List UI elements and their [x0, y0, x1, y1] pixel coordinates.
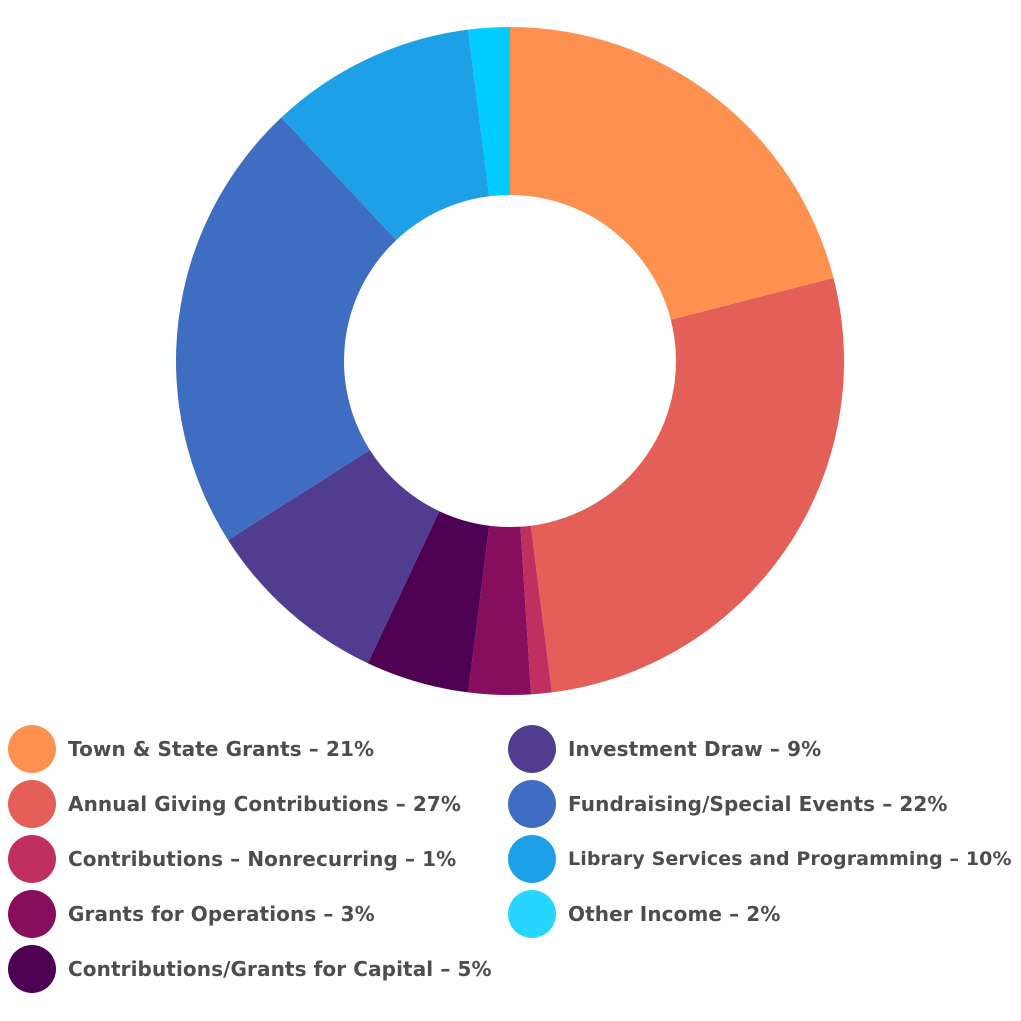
legend-label: Library Services and Programming – 10%	[568, 848, 1012, 870]
legend-label: Contributions/Grants for Capital – 5%	[68, 957, 492, 981]
legend-item-annual-giving: Annual Giving Contributions – 27%	[8, 779, 461, 829]
slice-grants-operations	[468, 525, 531, 695]
slice-contributions-capital	[367, 511, 490, 693]
legend-swatch	[8, 725, 56, 773]
legend-swatch	[8, 945, 56, 993]
legend-item-other-income: Other Income – 2%	[508, 889, 780, 939]
legend-swatch	[8, 835, 56, 883]
legend-label: Annual Giving Contributions – 27%	[68, 792, 462, 816]
slice-contributions-nonrecurring	[520, 525, 552, 695]
legend-item-town-state-grants: Town & State Grants – 21%	[8, 724, 374, 774]
slice-other-income	[468, 27, 510, 197]
legend-label: Investment Draw – 9%	[568, 737, 822, 761]
slice-library-services	[281, 29, 490, 240]
legend-swatch	[8, 780, 56, 828]
legend-label: Other Income – 2%	[568, 902, 781, 926]
slice-annual-giving	[530, 277, 845, 693]
legend-swatch	[508, 780, 556, 828]
legend-label: Contributions – Nonrecurring – 1%	[68, 847, 457, 871]
legend-item-fundraising: Fundraising/Special Events – 22%	[508, 779, 948, 829]
legend-item-contributions-capital: Contributions/Grants for Capital – 5%	[8, 944, 492, 994]
legend-swatch	[508, 835, 556, 883]
legend-swatch	[508, 890, 556, 938]
legend-swatch	[508, 725, 556, 773]
slice-fundraising	[176, 117, 397, 540]
legend-item-library-services: Library Services and Programming – 10%	[508, 834, 1012, 884]
slice-town-state-grants	[510, 27, 834, 320]
legend-label: Fundraising/Special Events – 22%	[568, 792, 948, 816]
legend-item-contributions-nonrecurring: Contributions – Nonrecurring – 1%	[8, 834, 456, 884]
legend-item-grants-operations: Grants for Operations – 3%	[8, 889, 375, 939]
legend-label: Town & State Grants – 21%	[68, 737, 375, 761]
legend-swatch	[8, 890, 56, 938]
legend-item-investment-draw: Investment Draw – 9%	[508, 724, 821, 774]
slice-investment-draw	[227, 449, 440, 664]
donut-chart	[176, 27, 845, 695]
legend-label: Grants for Operations – 3%	[68, 902, 375, 926]
